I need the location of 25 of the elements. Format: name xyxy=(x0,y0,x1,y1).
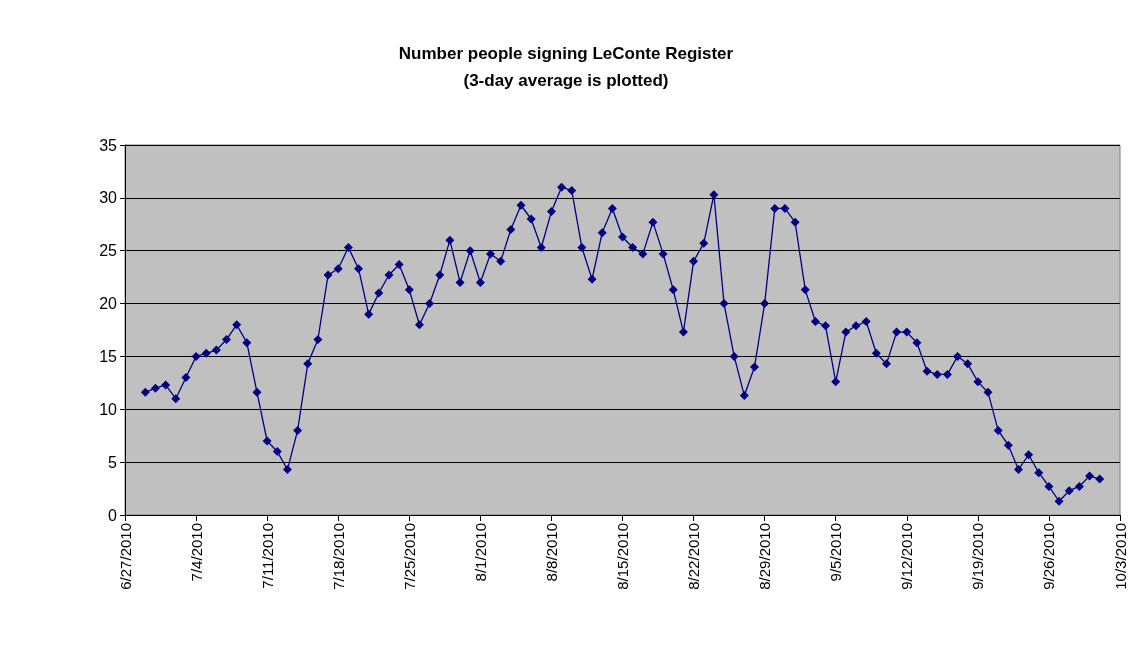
x-tick-label: 9/12/2010 xyxy=(898,523,916,590)
y-tick-label: 10 xyxy=(99,400,118,418)
x-tick-label: 7/11/2010 xyxy=(258,523,276,589)
y-tick-label: 15 xyxy=(99,347,118,365)
x-tick-label: 10/3/2010 xyxy=(1111,523,1129,590)
chart-subtitle: (3-day average is plotted) xyxy=(463,71,669,90)
y-tick-label: 20 xyxy=(99,295,118,313)
x-tick-label: 9/5/2010 xyxy=(827,523,845,582)
y-tick-label: 35 xyxy=(99,136,118,154)
y-tick-label: 30 xyxy=(99,189,118,207)
x-tick-label: 8/22/2010 xyxy=(685,523,703,590)
x-tick-label: 7/18/2010 xyxy=(329,523,347,590)
x-tick-label: 9/26/2010 xyxy=(1040,523,1058,590)
chart-title: Number people signing LeConte Register xyxy=(398,44,734,63)
x-tick-label: 8/8/2010 xyxy=(542,523,560,582)
y-tick-label: 5 xyxy=(108,453,118,471)
x-tick-label: 7/4/2010 xyxy=(187,523,205,582)
x-tick-label: 8/29/2010 xyxy=(756,523,774,590)
y-tick-label: 0 xyxy=(108,506,118,524)
x-tick-label: 8/1/2010 xyxy=(471,523,489,582)
x-tick-label: 8/15/2010 xyxy=(614,523,631,590)
y-tick-label: 25 xyxy=(99,242,118,260)
x-tick-label: 7/25/2010 xyxy=(400,523,418,590)
x-tick-label: 9/19/2010 xyxy=(969,523,987,590)
x-tick-label: 6/27/2010 xyxy=(116,523,134,590)
